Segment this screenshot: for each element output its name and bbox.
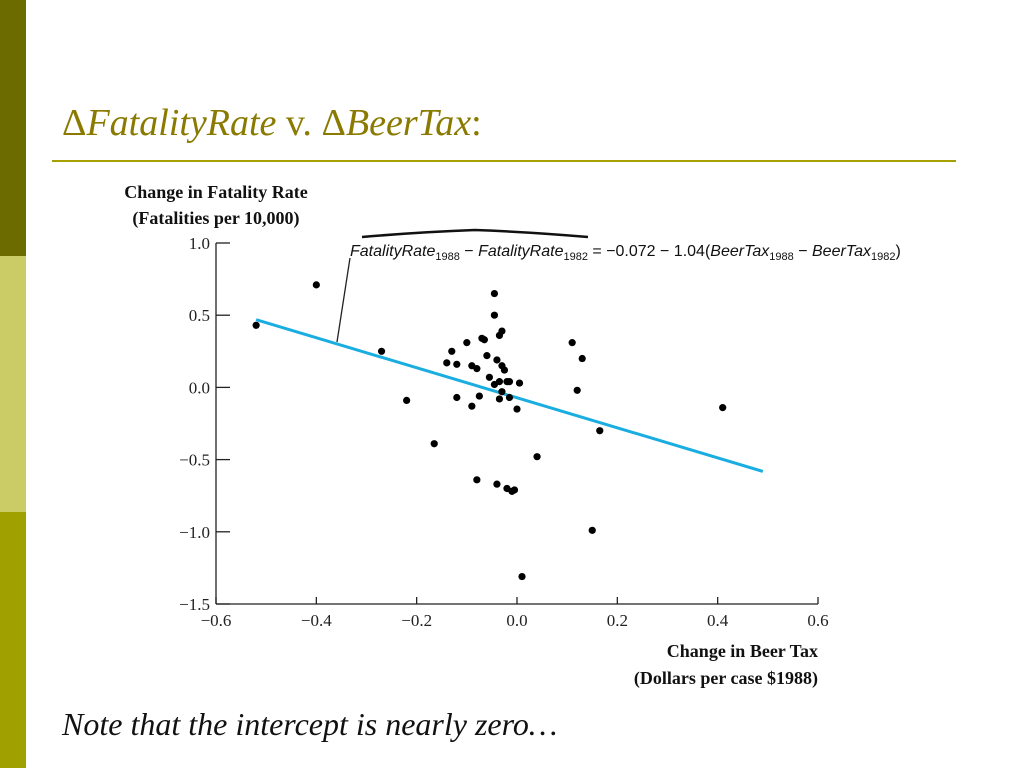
data-point [588,526,596,534]
x-axis-label-line-2: (Dollars per case $1988) [634,668,818,689]
y-tick-label: −1.0 [179,523,210,542]
eq-var-d: BeerTax [812,243,872,260]
x-ticks: −0.6 −0.4 −0.2 0.0 0.2 0.4 0.6 [201,597,829,630]
eq-sub-d: 1982 [871,251,895,263]
data-point [498,388,506,396]
data-point [453,360,461,368]
data-point [377,347,386,355]
x-axis-label-line-1: Change in Beer Tax [667,641,818,661]
data-point [495,395,504,403]
title-rule [52,160,956,162]
data-point [473,365,481,373]
equation-leader-line [336,257,351,343]
eq-minus-1: − [460,243,478,260]
data-point [448,347,456,355]
data-point [478,334,486,342]
x-tick-label: −0.4 [301,611,332,630]
title-var-fatality-rate: FatalityRate [86,102,277,144]
y-tick-label: 0.0 [189,378,210,397]
eq-lhs-a: FatalityRate [350,243,435,260]
x-tick-label: 0.6 [807,611,828,630]
x-tick-label: 0.4 [707,611,729,630]
data-point [493,356,501,364]
accent-bar-light [0,256,26,512]
title-delta: Δ [62,102,87,144]
data-point [490,289,499,298]
data-point [490,311,499,319]
accent-bar-dark [0,0,26,256]
data-point [505,393,514,402]
data-point [573,386,581,394]
accent-bar-olive [0,512,26,768]
data-point [568,339,576,347]
x-tick-label: −0.2 [401,611,432,630]
eq-sub-a: 1988 [435,251,459,263]
data-point [252,321,260,329]
axes [215,243,818,605]
y-axis-label-line-1: Change in Fatality Rate [124,182,308,202]
equation-brace [361,228,589,239]
data-point [430,440,438,448]
data-point [483,352,491,360]
data-point [518,572,526,581]
data-point [403,396,411,404]
title-var-beer-tax: BeerTax [345,102,472,144]
y-tick-label: 0.5 [189,306,210,325]
data-point [500,366,509,374]
data-point [719,404,727,412]
slide-title: ΔFatalityRate v. ΔBeerTax: [62,104,482,142]
y-tick-label: −0.5 [179,451,210,470]
data-points [252,281,727,581]
regression-equation: FatalityRate1988 − FatalityRate1982 = −0… [350,243,901,263]
data-point [515,379,524,387]
eq-rhs: = −0.072 − 1.04( [588,243,711,260]
y-ticks: 1.0 0.5 0.0 −0.5 −1.0 −1.5 [179,234,230,614]
x-tick-label: 0.2 [607,611,628,630]
data-point [505,378,514,386]
x-tick-label: 0.0 [506,611,527,630]
data-point [485,373,494,381]
data-point [453,393,461,402]
title-versus: v. [276,102,322,144]
eq-sub-c: 1988 [769,251,793,263]
data-point [510,486,519,494]
eq-close: ) [895,243,900,260]
data-point [443,359,451,367]
data-point [312,281,320,289]
x-tick-label: −0.6 [201,611,232,630]
data-point [473,476,481,484]
data-point [475,392,483,400]
data-point [578,354,586,363]
eq-var-c: BeerTax [710,243,770,260]
eq-minus-2: − [794,243,812,260]
y-axis-label-line-2: (Fatalities per 10,000) [132,208,299,229]
title-delta-2: Δ [321,102,346,144]
data-point [513,405,521,413]
data-point [463,339,471,347]
y-tick-label: 1.0 [189,234,210,253]
data-point [498,327,506,335]
title-colon: : [471,102,482,144]
eq-sub-b: 1982 [563,251,587,263]
data-point [596,427,604,435]
note-text: Note that the intercept is nearly zero… [62,706,558,742]
data-point [468,402,476,410]
data-point [533,453,541,461]
y-tick-label: −1.5 [179,595,210,614]
eq-lhs-b: FatalityRate [478,243,563,260]
data-point [495,378,504,386]
data-point [493,480,501,488]
